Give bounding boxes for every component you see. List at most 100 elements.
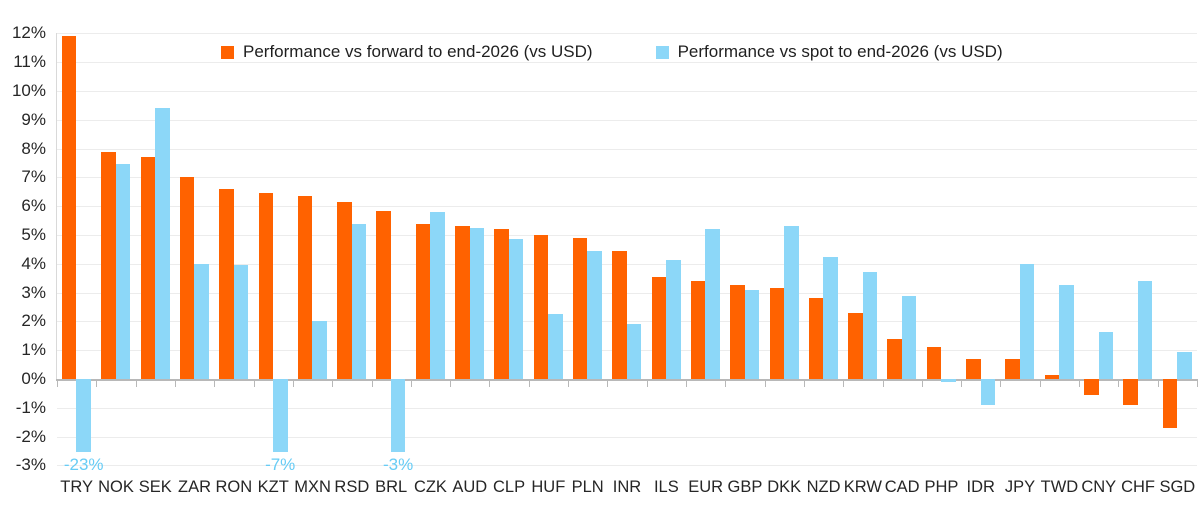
x-axis-tick: [214, 381, 216, 387]
bar-CZK-forward: [415, 223, 431, 379]
gridline: [57, 91, 1197, 92]
x-axis-label-CLP: CLP: [492, 478, 526, 496]
gridline: [57, 33, 1197, 35]
x-axis-tick: [332, 381, 334, 387]
bar-SGD-forward: [1162, 379, 1178, 428]
x-axis-label-TWD: TWD: [1040, 478, 1079, 496]
x-axis-tick: [725, 381, 727, 387]
gridline: [57, 263, 1197, 265]
bar-EUR-forward: [690, 281, 706, 379]
clipped-bar-label-BRL: -3%: [382, 455, 414, 474]
y-axis-tick-label: -2%: [15, 426, 46, 446]
bar-RSD-forward: [337, 201, 352, 379]
x-axis-label-KRW: KRW: [843, 478, 882, 496]
y-axis-line: [56, 33, 57, 381]
x-axis-label-ZAR: ZAR: [178, 478, 212, 496]
gridline: [57, 119, 1197, 121]
x-axis-label-RSD: RSD: [334, 478, 370, 496]
x-axis-label-INR: INR: [612, 478, 642, 496]
bar-TWD-forward: [1044, 374, 1060, 379]
bar-BRL-forward: [376, 210, 391, 379]
bar-EUR-spot: [705, 229, 720, 379]
bar-CAD-forward: [887, 338, 902, 379]
x-axis-tick: [1000, 381, 1002, 387]
bar-MXN-spot: [312, 321, 327, 379]
bar-SGD-spot: [1177, 351, 1192, 379]
y-axis-tick-label: 6%: [21, 196, 46, 216]
y-axis-tick-label: 0%: [21, 369, 46, 388]
x-axis-label-DKK: DKK: [767, 478, 802, 496]
x-axis-label-MXN: MXN: [294, 478, 331, 496]
x-axis-label-GBP: GBP: [727, 478, 763, 496]
bar-BRL-spot: [390, 379, 406, 452]
bar-KRW-spot: [862, 272, 878, 379]
x-axis-tick: [686, 381, 687, 387]
bar-AUD-spot: [469, 227, 484, 379]
x-axis-tick: [96, 381, 98, 387]
x-axis-label-NZD: NZD: [806, 478, 841, 496]
bar-CHF-forward: [1123, 379, 1138, 405]
x-axis-tick: [410, 381, 412, 387]
x-axis-tick: [607, 381, 609, 387]
y-axis-tick-label: 4%: [21, 253, 46, 273]
bar-CNY-spot: [1098, 331, 1113, 379]
bar-IDR-forward: [966, 358, 981, 379]
bar-SEK-forward: [140, 157, 155, 379]
x-axis-label-NOK: NOK: [98, 478, 134, 496]
y-axis-tick-label: -3%: [15, 455, 46, 475]
gridline: [57, 235, 1197, 236]
gridline: [57, 177, 1197, 179]
x-axis-tick: [882, 381, 884, 387]
bar-CLP-spot: [508, 239, 524, 379]
bar-CZK-spot: [430, 212, 445, 379]
x-axis-label-SGD: SGD: [1159, 478, 1196, 496]
bar-ZAR-forward: [179, 177, 195, 379]
legend-swatch-forward-icon: [221, 45, 234, 59]
bar-HUF-spot: [548, 314, 563, 379]
bar-JPY-spot: [1019, 263, 1035, 379]
bar-TRY-spot: [76, 379, 91, 452]
chart-legend: Performance vs forward to end-2026 (vs U…: [221, 42, 1003, 62]
bar-DKK-spot: [784, 226, 799, 379]
y-axis-tick-label: 12%: [11, 23, 46, 43]
x-axis-label-EUR: EUR: [688, 478, 724, 496]
clipped-bar-label-TRY: -23%: [63, 455, 104, 474]
x-axis-tick: [921, 381, 923, 387]
x-axis-tick: [371, 381, 373, 387]
x-axis-tick: [489, 381, 491, 387]
bar-AUD-forward: [455, 226, 470, 379]
bar-RON-forward: [219, 188, 234, 379]
x-axis-tick: [57, 381, 58, 387]
x-axis-tick: [1079, 381, 1081, 387]
x-axis-label-BRL: BRL: [375, 478, 408, 496]
x-axis-tick: [174, 381, 176, 387]
x-axis-tick: [292, 381, 294, 387]
x-axis-label-IDR: IDR: [966, 478, 995, 496]
y-axis-tick-label: -1%: [15, 397, 46, 417]
bar-NOK-spot: [115, 164, 131, 379]
bar-PLN-forward: [572, 237, 588, 379]
bar-RON-spot: [233, 265, 249, 379]
bar-GBP-forward: [730, 285, 745, 379]
x-axis-tick: [450, 381, 452, 387]
gridline: [57, 206, 1197, 208]
x-axis-tick: [1118, 381, 1120, 387]
bar-GBP-spot: [744, 289, 760, 379]
bar-TRY-forward: [61, 36, 77, 379]
bar-NZD-spot: [823, 256, 838, 379]
bar-CLP-forward: [494, 229, 509, 379]
bar-PHP-spot: [941, 379, 956, 382]
x-axis-label-CZK: CZK: [413, 478, 447, 496]
bar-KZT-forward: [258, 193, 273, 379]
x-axis-label-KZT: KZT: [257, 478, 289, 496]
bar-ILS-forward: [651, 276, 667, 379]
gridline: [57, 465, 1197, 467]
gridline: [57, 436, 1197, 438]
x-axis-tick: [135, 381, 137, 387]
bar-IDR-spot: [980, 379, 995, 405]
x-axis-label-ILS: ILS: [653, 478, 679, 496]
x-axis-label-SEK: SEK: [138, 478, 172, 496]
gridline: [57, 148, 1197, 150]
legend-item-forward: Performance vs forward to end-2026 (vs U…: [221, 42, 593, 62]
x-axis-tick: [1039, 381, 1041, 387]
